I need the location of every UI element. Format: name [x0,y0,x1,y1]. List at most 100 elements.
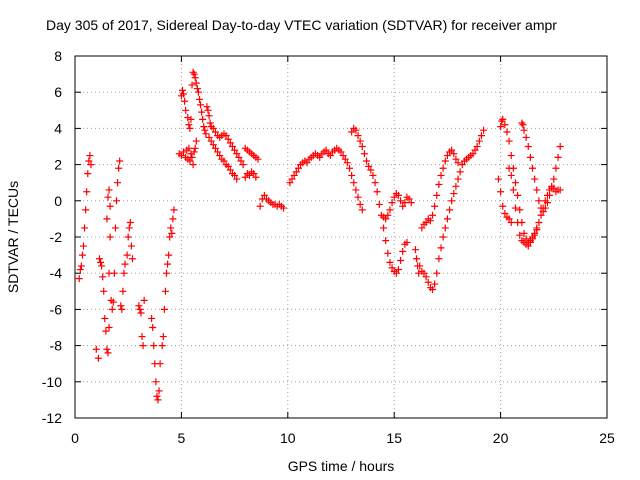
data-point [556,143,564,150]
data-point [405,195,413,203]
data-point [443,152,451,160]
data-point [252,173,260,181]
data-point [199,115,207,123]
data-point [354,193,362,201]
data-point [103,345,111,353]
data-point [477,132,485,140]
y-tick-label: -4 [50,265,63,281]
data-point [85,157,93,165]
x-tick-label: 0 [71,430,79,446]
data-point [420,269,428,277]
data-point [503,128,511,136]
data-point [119,287,127,295]
data-point [399,247,407,255]
data-point [177,152,185,160]
x-tick-label: 15 [386,430,402,446]
data-point [426,217,434,225]
data-point [454,175,462,183]
data-point [452,155,460,163]
data-point [114,179,122,187]
data-point [239,161,247,169]
data-point [494,175,502,183]
y-axis-label: SDTVAR / TECUs [5,181,21,293]
data-point [121,260,129,268]
plot-frame [74,55,608,419]
data-point [548,184,556,192]
data-point [346,164,354,172]
data-point [95,255,103,263]
data-point [363,157,371,165]
data-point [394,266,402,274]
data-point [86,152,94,160]
data-point [384,211,392,219]
data-point [135,302,143,310]
data-point [92,345,100,353]
data-point [182,106,190,114]
data-point [292,168,300,176]
data-point [82,206,90,214]
data-point [556,186,564,194]
data-point [533,226,541,234]
data-point [354,132,362,140]
data-point [554,153,562,161]
data-point [190,148,198,156]
data-point [446,206,454,214]
data-point [505,215,513,223]
data-point [339,152,347,160]
data-point [164,260,172,268]
data-point [529,235,537,243]
data-point [189,161,197,169]
data-point [365,162,373,170]
data-point [201,126,209,134]
data-point [256,202,264,210]
data-point [127,242,135,250]
data-point [407,199,415,207]
data-point [198,108,206,116]
data-point [373,188,381,196]
data-point [286,179,294,187]
data-point [533,186,541,194]
data-point [117,302,125,310]
data-point [433,269,441,277]
data-point [382,237,390,245]
y-tick-label: -10 [42,374,62,390]
data-point [214,148,222,156]
chart-title: Day 305 of 2017, Sidereal Day-to-day VTE… [46,17,557,33]
data-point [369,171,377,179]
x-axis-label: GPS time / hours [288,458,395,474]
data-point [81,224,89,232]
data-point [186,124,194,132]
y-tick-label: -8 [50,338,63,354]
data-point [341,155,349,163]
x-tick-label: 5 [178,430,186,446]
data-point [431,202,439,210]
data-point [535,219,543,227]
data-point [531,175,539,183]
data-point [75,275,83,283]
data-point [203,103,211,111]
data-point [106,233,114,241]
data-point [158,342,166,350]
data-point [348,171,356,179]
data-point [511,179,519,187]
data-point [352,126,360,134]
data-point [216,152,224,160]
data-point [194,88,202,96]
data-point [168,229,176,237]
data-point [456,168,464,176]
data-point [204,106,212,114]
data-point [167,224,175,232]
data-point [537,211,545,219]
data-point [529,164,537,172]
data-point [192,79,200,87]
y-tick-label: 8 [54,48,62,64]
data-point [418,224,426,232]
data-point [499,115,507,123]
data-point [111,224,119,232]
data-point [526,238,534,246]
data-point [522,133,530,141]
data-point [209,124,217,132]
data-point [112,197,120,205]
data-point [360,150,368,158]
